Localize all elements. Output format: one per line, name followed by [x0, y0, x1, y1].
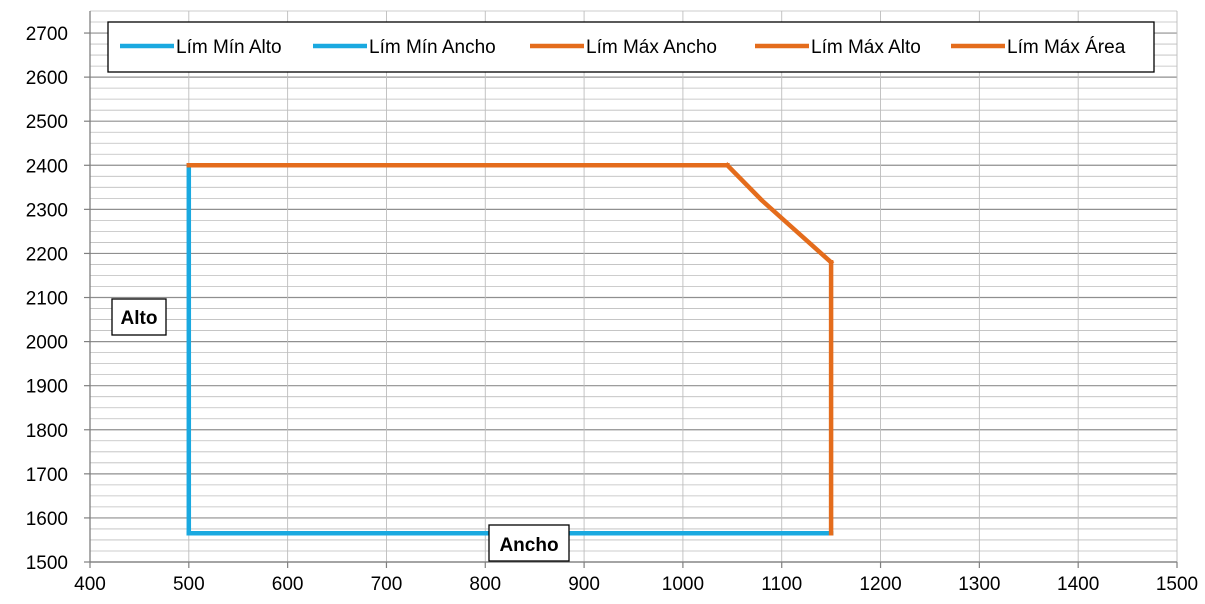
y-axis-title: Alto [121, 308, 158, 329]
y-tick-label: 2000 [26, 333, 68, 354]
y-axis-title-box: Alto [111, 298, 167, 336]
y-tick-label: 2100 [26, 289, 68, 310]
x-tick-label: 600 [272, 574, 304, 595]
x-tick-label: 1300 [958, 574, 1000, 595]
x-tick-label: 800 [469, 574, 501, 595]
y-tick-label: 2500 [26, 112, 68, 133]
y-tick-label: 2200 [26, 244, 68, 265]
y-tick-label: 1800 [26, 421, 68, 442]
y-tick-label: 1600 [26, 509, 68, 530]
x-tick-label: 1400 [1057, 574, 1099, 595]
y-tick-label: 1700 [26, 465, 68, 486]
x-tick-label: 1000 [662, 574, 704, 595]
x-tick-label: 900 [568, 574, 600, 595]
grid [89, 10, 1178, 563]
legend-label: Lím Máx Área [1007, 37, 1126, 58]
legend: Lím Mín Alto Lím Mín Ancho Lím Máx Ancho Lí… [107, 21, 1155, 73]
y-tick-label: 1500 [26, 553, 68, 574]
x-tick-label: 1100 [761, 574, 802, 595]
legend-label: Lím Máx Alto [811, 37, 921, 58]
legend-label: Lím Máx Ancho [586, 37, 717, 58]
y-tick-label: 2600 [26, 68, 68, 89]
x-tick-label: 700 [371, 574, 403, 595]
x-tick-label: 1200 [859, 574, 901, 595]
legend-label: Lím Mín Alto [176, 37, 282, 58]
x-axis-title: Ancho [499, 535, 558, 556]
x-tick-label: 1500 [1156, 574, 1198, 595]
y-tick-label: 1900 [26, 377, 68, 398]
y-tick-label: 2700 [26, 24, 68, 45]
series-line-lim-max-area [724, 162, 835, 266]
y-tick-label: 2300 [26, 200, 68, 221]
axes [84, 11, 1178, 568]
y-tick-label: 2400 [26, 156, 68, 177]
x-tick-label: 500 [173, 574, 205, 595]
x-axis-title-box: Ancho [488, 524, 570, 562]
legend-label: Lím Mín Ancho [369, 37, 496, 58]
x-tick-label: 400 [74, 574, 106, 595]
tick-labels: 400 500 600 700 800 900 1000 1100 1200 1300 1400 15… [26, 24, 1198, 595]
